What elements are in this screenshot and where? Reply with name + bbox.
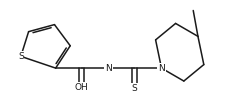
Text: S: S [18,52,24,61]
Text: N: N [158,64,165,73]
Text: N: N [105,64,112,73]
Text: OH: OH [75,83,88,92]
Text: S: S [131,84,137,93]
